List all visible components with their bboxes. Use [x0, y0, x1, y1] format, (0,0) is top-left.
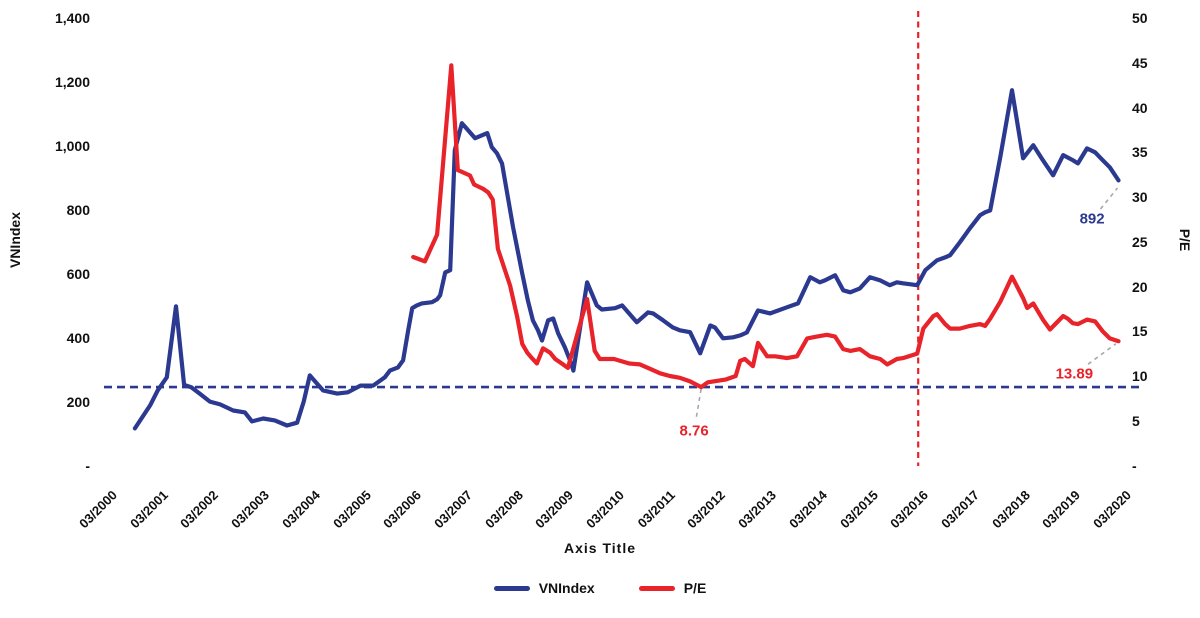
legend-item-vnindex: VNIndex	[493, 580, 595, 596]
right-tick-label: -	[1132, 457, 1137, 474]
legend-line-swatch	[493, 585, 530, 591]
legend-label: P/E	[683, 580, 707, 596]
annotation-vnindex-last: 892	[1079, 210, 1105, 228]
pe-min-leader-line	[695, 388, 702, 417]
right-tick-label: 40	[1132, 99, 1148, 116]
left-tick-label: 400	[66, 329, 90, 346]
right-tick-label: 10	[1132, 368, 1148, 384]
left-tick-label: 1,400	[54, 10, 90, 26]
vnindex-line	[132, 88, 1121, 431]
left-tick-label: 1,000	[54, 137, 90, 154]
annotation-pe-last: 13.89	[1055, 365, 1094, 383]
left-tick-label: 600	[66, 265, 90, 282]
right-tick-label: 30	[1132, 189, 1148, 205]
pe-last-leader-line	[1087, 343, 1117, 365]
left-tick-label: -	[85, 457, 90, 474]
right-tick-label: 35	[1132, 144, 1148, 161]
right-tick-label: 5	[1132, 412, 1140, 429]
left-tick-label: 1,200	[54, 73, 90, 90]
right-tick-label: 15	[1132, 323, 1148, 340]
right-tick-label: 25	[1132, 233, 1148, 250]
left-tick-label: 800	[66, 201, 90, 218]
legend: VNIndex P/E	[0, 580, 1200, 596]
vnindex-last-leader-line	[1099, 187, 1119, 210]
right-axis-title: P/E	[1177, 228, 1193, 252]
right-tick-label: 50	[1132, 10, 1148, 26]
legend-line-swatch	[638, 585, 675, 591]
legend-label: VNIndex	[538, 580, 595, 596]
right-tick-label: 45	[1132, 54, 1148, 71]
left-axis-title: VNIndex	[7, 212, 23, 269]
legend-item-p-e: P/E	[638, 580, 707, 596]
annotation-pe-min: 8.76	[679, 422, 709, 440]
p-e-line	[411, 63, 1121, 390]
x-axis-title: Axis Title	[564, 540, 636, 556]
right-tick-label: 20	[1132, 278, 1148, 295]
left-tick-label: 200	[66, 393, 90, 410]
